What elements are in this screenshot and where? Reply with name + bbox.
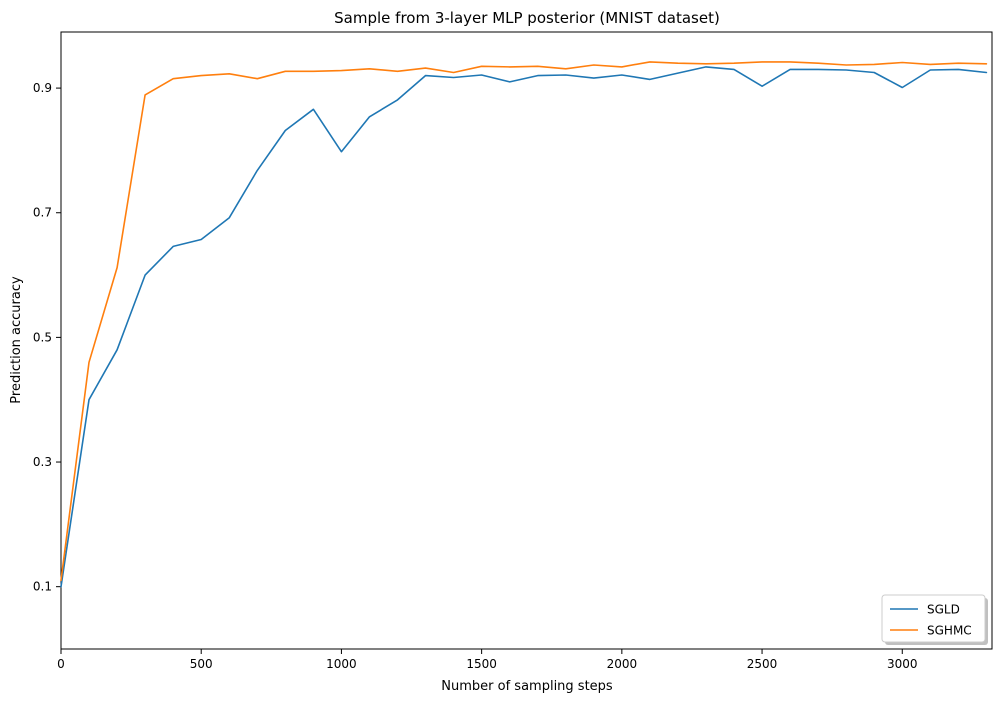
series-line-sgld — [60, 66, 988, 588]
y-tick-label: 0.7 — [33, 206, 52, 220]
axes-frame — [60, 31, 993, 650]
x-tick-label: 1500 — [466, 657, 497, 671]
x-tick-label: 1000 — [326, 657, 357, 671]
x-tick-label: 2500 — [747, 657, 778, 671]
x-tick-label: 3000 — [887, 657, 918, 671]
series-line-sghmc — [60, 61, 988, 582]
x-axis-label: Number of sampling steps — [441, 679, 613, 694]
plot-area: 0 500 1000 1500 2000 2500 3000 0.1 0.3 0.5 0.7 0.9 S… — [33, 31, 993, 671]
x-tick-label: 500 — [190, 657, 213, 671]
y-tick-label: 0.1 — [33, 580, 52, 594]
x-tick-label: 0 — [57, 657, 65, 671]
chart-title: Sample from 3-layer MLP posterior (MNIST… — [334, 9, 720, 27]
y-tick-label: 0.3 — [33, 455, 52, 469]
x-tick-label: 2000 — [607, 657, 638, 671]
y-tick-label: 0.5 — [33, 330, 52, 344]
y-axis-label: Prediction accuracy — [9, 276, 24, 404]
legend-label-sgld: SGLD — [927, 603, 960, 617]
y-tick-label: 0.9 — [33, 81, 52, 95]
legend-label-sghmc: SGHMC — [927, 624, 972, 638]
